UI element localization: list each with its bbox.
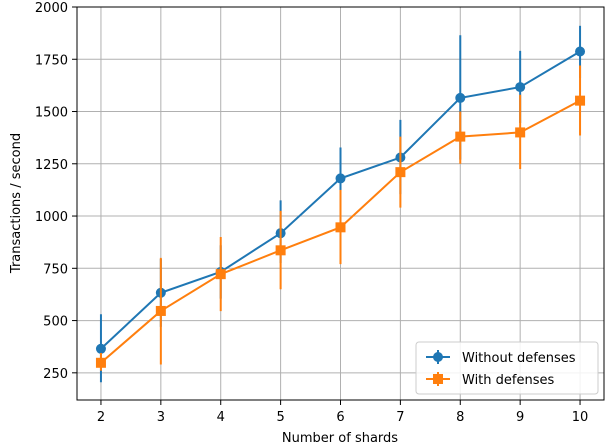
- y-axis-label: Transactions / second: [9, 133, 24, 274]
- data-point: [575, 46, 586, 57]
- data-point: [335, 173, 346, 184]
- x-tick-label: 4: [217, 410, 225, 425]
- x-axis-label: Number of shards: [282, 431, 398, 446]
- x-tick-label: 5: [276, 410, 284, 425]
- data-point: [275, 245, 286, 256]
- y-tick-label: 750: [43, 262, 68, 277]
- data-point: [455, 131, 466, 142]
- y-tick-label: 1000: [35, 210, 68, 225]
- legend-label: Without defenses: [462, 351, 576, 366]
- x-tick-label: 7: [396, 410, 404, 425]
- data-point: [215, 269, 226, 280]
- x-tick-label: 6: [336, 410, 344, 425]
- x-tick-label: 2: [97, 410, 105, 425]
- y-tick-label: 1250: [35, 158, 68, 173]
- data-point: [515, 127, 526, 138]
- data-point: [455, 92, 466, 103]
- y-tick-label: 250: [43, 367, 68, 382]
- y-tick-label: 500: [43, 315, 68, 330]
- y-tick-label: 2000: [35, 1, 68, 16]
- legend-box: [415, 341, 599, 395]
- y-tick-label: 1500: [35, 106, 68, 121]
- legend: Without defenses With defenses: [415, 341, 599, 395]
- legend-entry: With defenses: [426, 372, 554, 388]
- data-point: [155, 305, 166, 316]
- data-point: [95, 343, 106, 354]
- series-with-defenses: [95, 65, 586, 371]
- legend-marker: [433, 352, 443, 362]
- y-axis: 250 500 750 1000 1250 1500 1750 2000: [35, 1, 77, 382]
- data-point: [95, 357, 106, 368]
- series-without-defenses: [95, 25, 586, 383]
- y-tick-label: 1750: [35, 53, 68, 68]
- x-tick-label: 8: [456, 410, 464, 425]
- data-point: [575, 95, 586, 106]
- data-point: [335, 222, 346, 233]
- x-axis: 2 3 4 5 6 7 8 9 10: [97, 400, 589, 425]
- x-tick-label: 3: [157, 410, 165, 425]
- data-point: [395, 167, 406, 178]
- data-point: [515, 82, 526, 93]
- legend-marker: [433, 374, 443, 384]
- x-tick-label: 10: [572, 410, 589, 425]
- series-layer: [95, 25, 586, 383]
- legend-label: With defenses: [462, 373, 554, 388]
- legend-entry: Without defenses: [426, 350, 576, 366]
- x-tick-label: 9: [516, 410, 524, 425]
